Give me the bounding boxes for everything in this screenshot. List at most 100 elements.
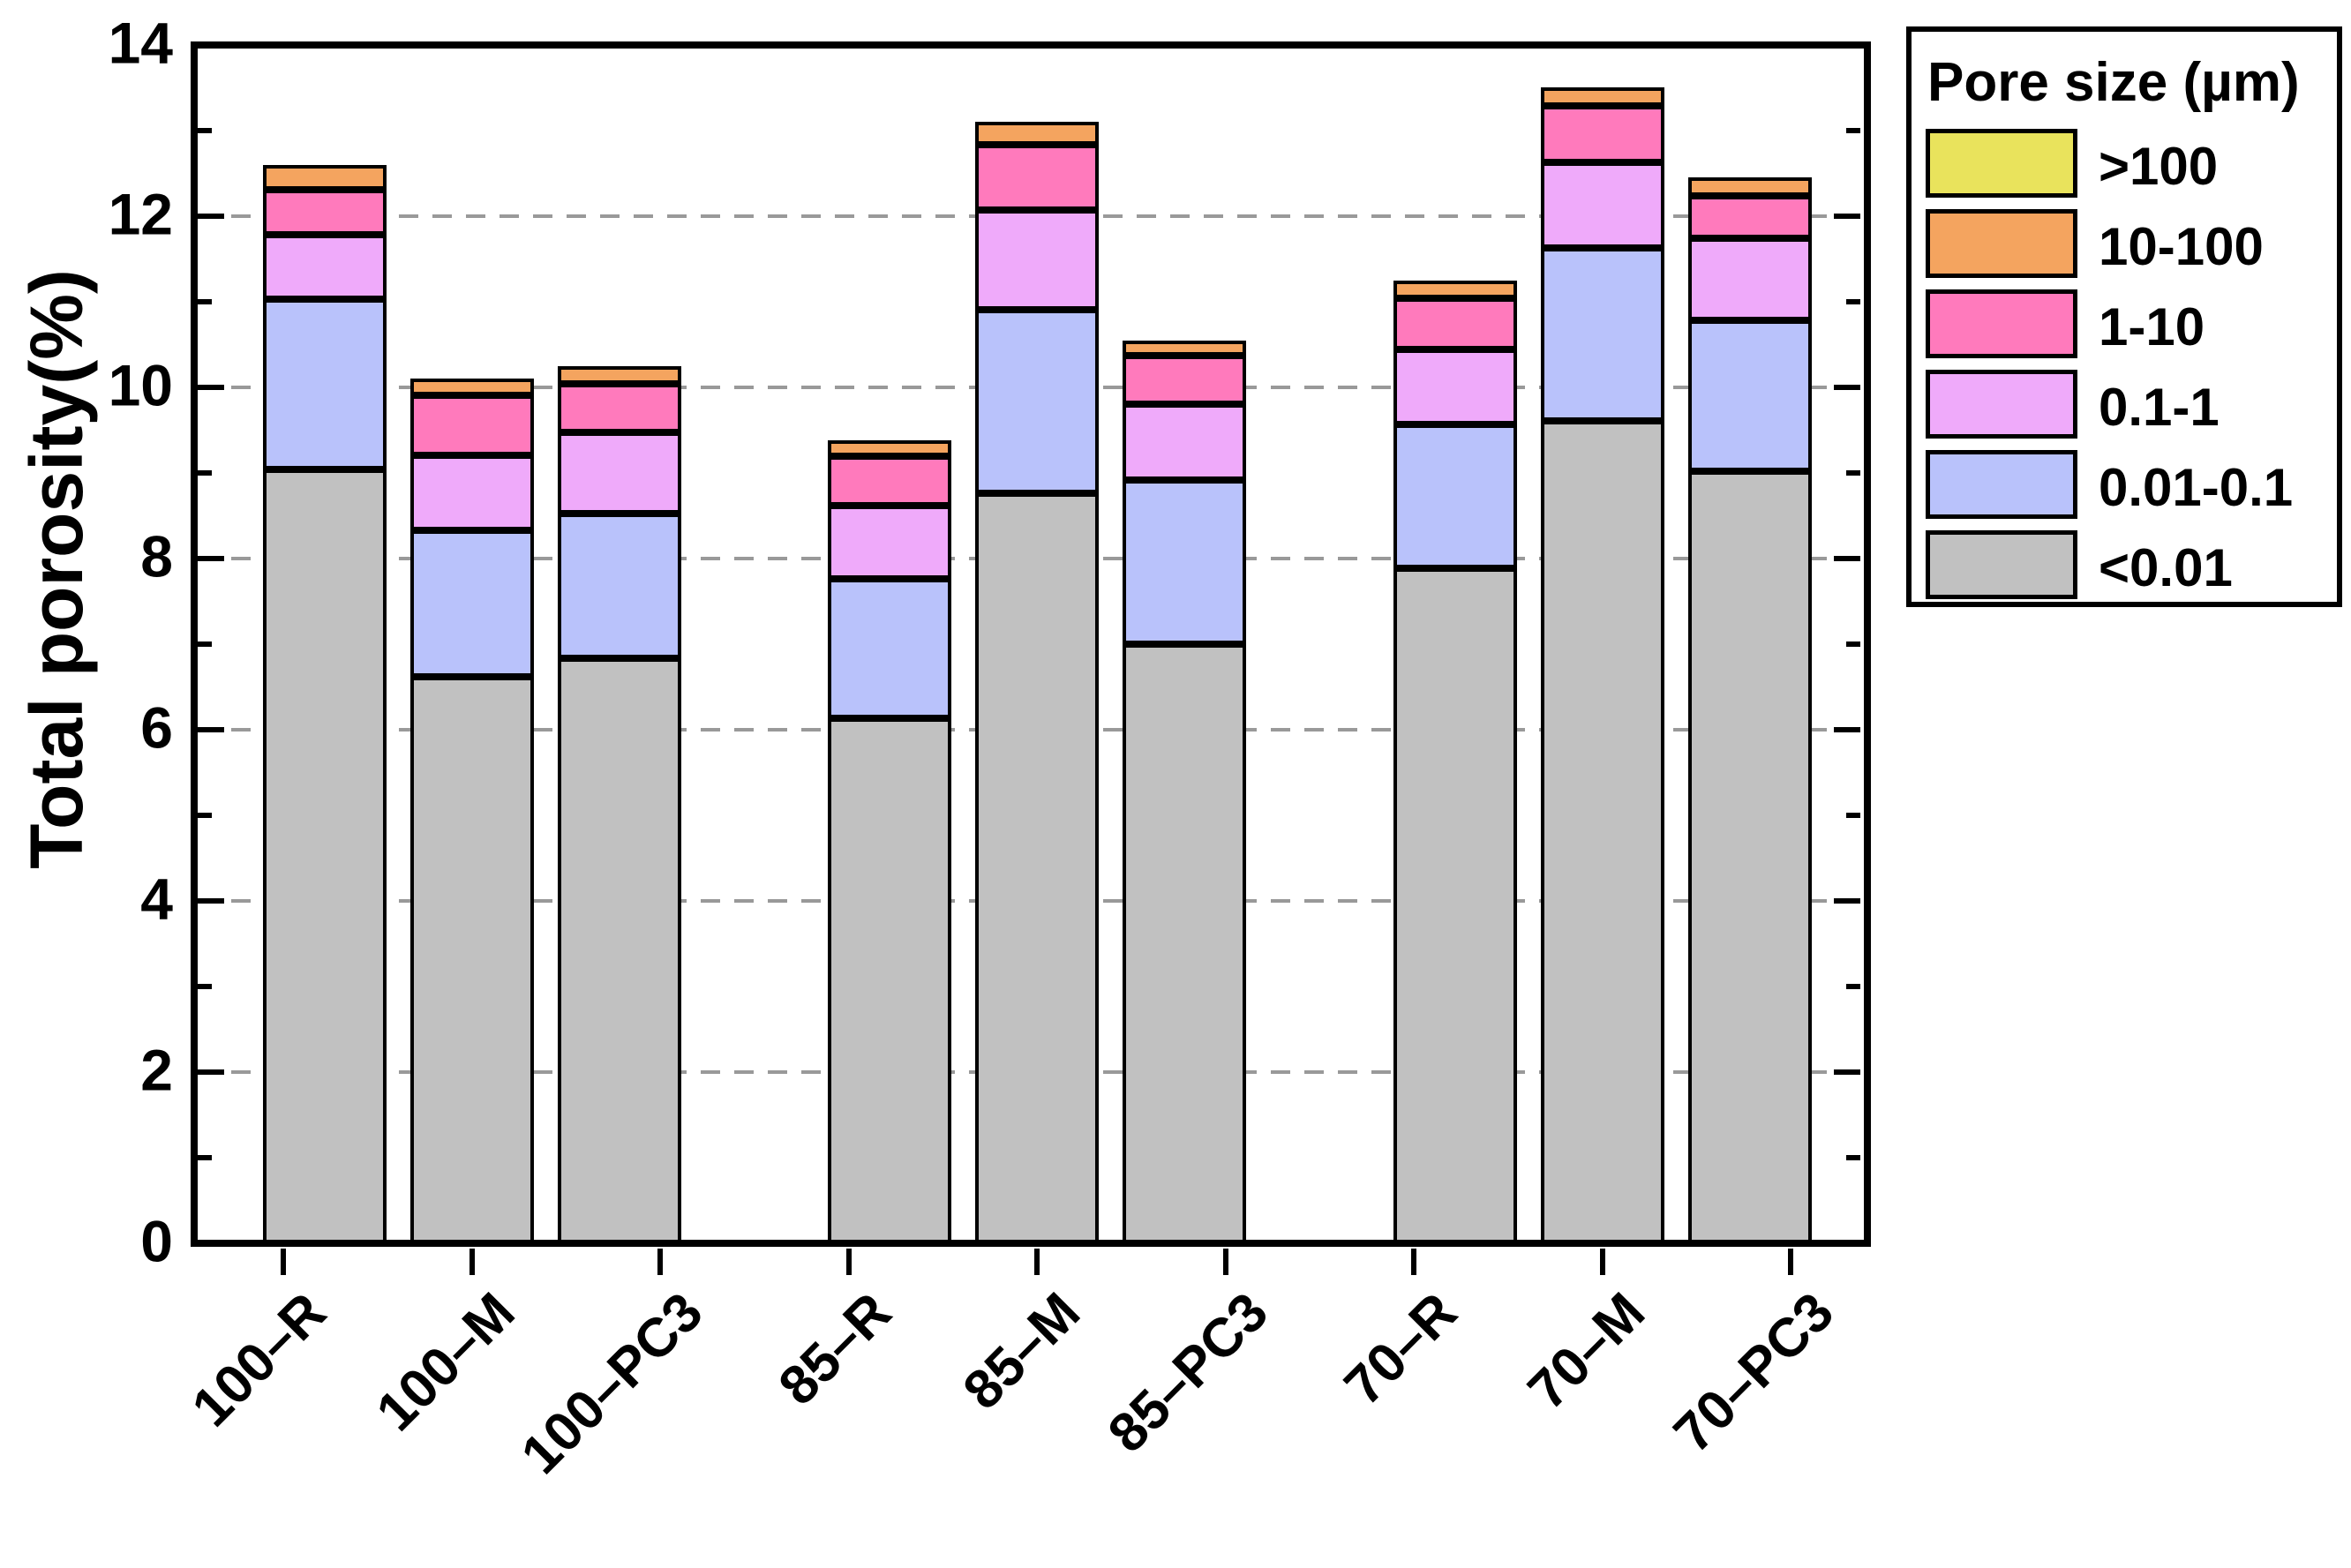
ytick-minor-right bbox=[1846, 641, 1860, 647]
ytick-major-left bbox=[198, 556, 224, 561]
ytick-minor-right bbox=[1846, 813, 1860, 818]
ytick-major-right bbox=[1834, 214, 1860, 219]
bar-85–R-segment-0.01-0.1 bbox=[828, 579, 951, 719]
bar-70–M-segment-<0.01 bbox=[1540, 420, 1664, 1243]
bar-70–R-segment-0.1-1 bbox=[1393, 349, 1517, 424]
xtick-label-70–M: 70–M bbox=[1479, 1281, 1656, 1421]
xtick-70–PC3 bbox=[1788, 1249, 1793, 1275]
legend-swatch-0.1-1 bbox=[1926, 370, 2077, 439]
bar-70–PC3-segment-<0.01 bbox=[1687, 471, 1812, 1243]
bar-85–R-segment-10-100 bbox=[828, 440, 951, 456]
ytick-minor-left bbox=[198, 641, 212, 647]
xtick-100–R bbox=[281, 1249, 286, 1275]
ytick-major-right bbox=[1834, 556, 1860, 561]
bar-70–PC3-segment-10-100 bbox=[1687, 177, 1812, 196]
xtick-70–M bbox=[1599, 1249, 1605, 1275]
bar-70–PC3-segment-0.01-0.1 bbox=[1687, 320, 1812, 472]
ytick-minor-left bbox=[198, 128, 212, 133]
bar-100–R-segment-10-100 bbox=[262, 164, 387, 190]
legend-label: 0.01-0.1 bbox=[2099, 458, 2294, 517]
bar-70–M-segment-0.01-0.1 bbox=[1540, 247, 1664, 421]
bar-85–R-segment-<0.01 bbox=[828, 718, 951, 1243]
xtick-label-85–M: 85–M bbox=[914, 1281, 1092, 1421]
bar-100–PC3-segment-10-100 bbox=[557, 365, 681, 385]
ytick-label-4: 4 bbox=[140, 866, 173, 932]
ytick-major-left bbox=[198, 1069, 224, 1075]
bar-85–R-segment-1-10 bbox=[828, 455, 951, 506]
bar-100–R-segment-0.1-1 bbox=[262, 235, 387, 300]
xtick-100–M bbox=[469, 1249, 475, 1275]
ytick-major-left bbox=[198, 214, 224, 219]
ytick-major-right bbox=[1834, 898, 1860, 904]
ytick-minor-right bbox=[1846, 984, 1860, 989]
xtick-100–PC3 bbox=[657, 1249, 663, 1275]
bar-70–PC3-segment-1-10 bbox=[1687, 195, 1812, 239]
legend-label: <0.01 bbox=[2099, 538, 2233, 597]
ytick-label-8: 8 bbox=[140, 523, 173, 589]
ytick-label-0: 0 bbox=[140, 1208, 173, 1274]
xtick-label-100–R: 100–R bbox=[136, 1281, 338, 1438]
legend-box: Pore size (µm) >100 10-100 1-10 0.1-1 0.01-0… bbox=[1906, 26, 2342, 607]
bar-70–R-segment-<0.01 bbox=[1393, 567, 1517, 1243]
bar-70–M-segment-0.1-1 bbox=[1540, 161, 1664, 248]
legend-row-0.01-0.1: 0.01-0.1 bbox=[1912, 450, 2337, 524]
xtick-85–M bbox=[1034, 1249, 1040, 1275]
xtick-label-85–R: 85–R bbox=[732, 1281, 904, 1417]
xtick-label-text: 100–PC3 bbox=[510, 1281, 715, 1486]
ytick-label-10: 10 bbox=[108, 352, 173, 418]
ytick-label-2: 2 bbox=[140, 1037, 173, 1103]
ytick-minor-right bbox=[1846, 1155, 1860, 1160]
legend-title: Pore size (µm) bbox=[1927, 52, 2300, 113]
xtick-85–R bbox=[845, 1249, 852, 1275]
bar-85–PC3-segment-0.01-0.1 bbox=[1123, 479, 1246, 644]
ytick-minor-right bbox=[1846, 128, 1860, 133]
xtick-label-text: 70–PC3 bbox=[1662, 1281, 1845, 1465]
xtick-label-text: 100–R bbox=[180, 1281, 338, 1439]
xtick-label-text: 70–R bbox=[1333, 1281, 1468, 1417]
bar-100–M-segment-<0.01 bbox=[409, 676, 534, 1243]
bar-70–M-segment-10-100 bbox=[1540, 86, 1664, 106]
bar-70–R-segment-1-10 bbox=[1393, 298, 1517, 350]
xtick-70–R bbox=[1411, 1249, 1416, 1275]
ytick-label-14: 14 bbox=[108, 10, 173, 76]
bar-70–M-segment-1-10 bbox=[1540, 105, 1664, 162]
xtick-label-text: 85–R bbox=[767, 1281, 904, 1417]
bar-100–PC3-segment-1-10 bbox=[557, 384, 681, 433]
legend-row-1-10: 1-10 bbox=[1912, 289, 2337, 364]
bar-85–R-segment-0.1-1 bbox=[828, 505, 951, 580]
ytick-major-right bbox=[1834, 727, 1860, 732]
ytick-minor-left bbox=[198, 299, 212, 304]
ytick-major-left bbox=[198, 385, 224, 390]
xtick-label-85–PC3: 85–PC3 bbox=[1041, 1281, 1280, 1464]
xtick-label-70–R: 70–R bbox=[1297, 1281, 1468, 1417]
bar-70–R-segment-0.01-0.1 bbox=[1393, 424, 1517, 568]
legend-label: 0.1-1 bbox=[2099, 378, 2220, 437]
bar-85–PC3-segment-<0.01 bbox=[1123, 644, 1246, 1243]
ytick-minor-right bbox=[1846, 470, 1860, 476]
bar-85–PC3-segment-1-10 bbox=[1123, 356, 1246, 405]
legend-row->100: >100 bbox=[1912, 129, 2337, 203]
bar-70–PC3-segment-0.1-1 bbox=[1687, 238, 1812, 321]
xtick-label-100–PC3: 100–PC3 bbox=[446, 1281, 715, 1486]
legend-swatch-10-100 bbox=[1926, 209, 2077, 278]
legend-swatch-1-10 bbox=[1926, 289, 2077, 358]
bar-100–M-segment-0.01-0.1 bbox=[409, 529, 534, 677]
ytick-label-12: 12 bbox=[108, 181, 173, 247]
xtick-label-text: 85–PC3 bbox=[1097, 1281, 1281, 1465]
legend-label: 10-100 bbox=[2099, 217, 2264, 276]
bar-85–M-segment-<0.01 bbox=[975, 493, 1099, 1243]
legend-label: >100 bbox=[2099, 137, 2219, 196]
ytick-major-right bbox=[1834, 385, 1860, 390]
plot-frame bbox=[191, 41, 1871, 1247]
bar-85–M-segment-1-10 bbox=[975, 144, 1099, 211]
bar-85–M-segment-10-100 bbox=[975, 122, 1099, 145]
legend-swatch->100 bbox=[1926, 129, 2077, 198]
ytick-minor-left bbox=[198, 813, 212, 818]
bar-85–PC3-segment-0.1-1 bbox=[1123, 404, 1246, 480]
legend-row-<0.01: <0.01 bbox=[1912, 530, 2337, 604]
bar-100–PC3-segment-<0.01 bbox=[557, 657, 681, 1243]
ytick-major-left bbox=[198, 898, 224, 904]
xtick-label-70–PC3: 70–PC3 bbox=[1607, 1281, 1845, 1464]
bar-85–PC3-segment-10-100 bbox=[1123, 340, 1246, 356]
legend-label: 1-10 bbox=[2099, 297, 2205, 356]
